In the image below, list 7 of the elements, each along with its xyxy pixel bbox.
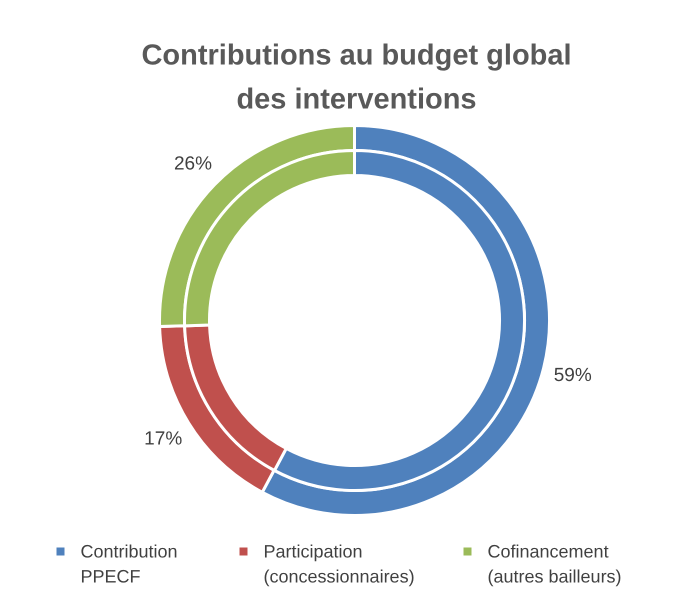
data-label: 59% bbox=[554, 364, 592, 386]
legend-label: Participation (concessionnaires) bbox=[264, 542, 415, 586]
legend-label: Contribution PPECF bbox=[80, 542, 178, 586]
chart-title: Contributions au budget global des interventions bbox=[141, 40, 572, 116]
data-label: 26% bbox=[174, 153, 212, 174]
legend-label: Cofinancement (autres bailleurs) bbox=[488, 542, 622, 586]
data-label: 17% bbox=[144, 428, 182, 450]
